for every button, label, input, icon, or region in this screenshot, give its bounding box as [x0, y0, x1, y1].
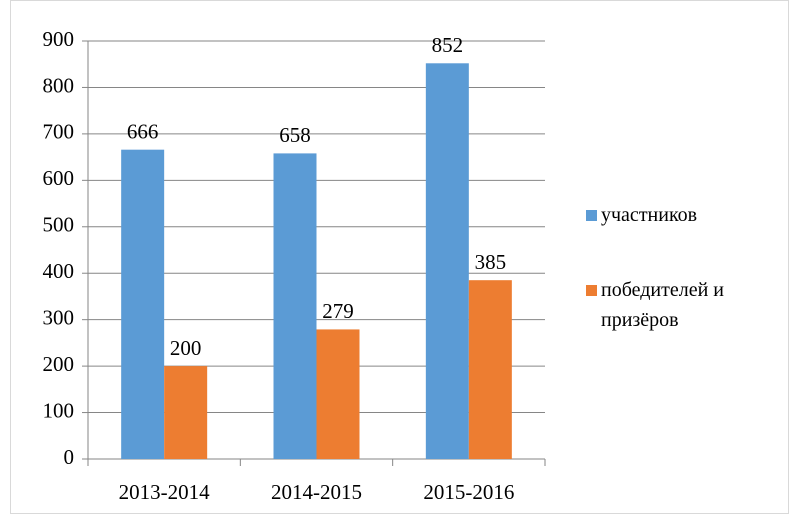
bar — [468, 280, 512, 459]
y-tick-label: 300 — [43, 305, 75, 329]
legend-label: победителей и призёров — [601, 279, 724, 331]
y-tick-label: 100 — [43, 398, 75, 422]
legend-swatch — [586, 285, 597, 296]
legend-swatch — [586, 210, 597, 221]
data-label: 385 — [475, 250, 507, 274]
bar — [273, 153, 317, 459]
legend-item: участников — [586, 200, 756, 230]
chart-frame — [10, 0, 789, 514]
bar — [164, 366, 208, 459]
x-tick-label: 2014-2015 — [271, 480, 362, 504]
bar — [425, 63, 469, 459]
data-label: 200 — [170, 336, 202, 360]
data-label: 279 — [322, 299, 354, 323]
legend-item: победителей и призёров — [586, 275, 756, 335]
x-tick-label: 2015-2016 — [423, 480, 514, 504]
y-tick-label: 800 — [43, 73, 75, 97]
y-tick-label: 600 — [43, 166, 75, 190]
legend-label: участников — [601, 204, 698, 226]
data-label: 666 — [127, 119, 159, 143]
y-tick-label: 900 — [43, 27, 75, 51]
data-label: 658 — [279, 123, 311, 147]
y-tick-label: 700 — [43, 120, 75, 144]
y-tick-label: 400 — [43, 259, 75, 283]
x-tick-label: 2013-2014 — [119, 480, 210, 504]
bar — [316, 329, 360, 459]
y-tick-label: 200 — [43, 352, 75, 376]
y-tick-label: 0 — [64, 445, 75, 469]
bar — [121, 149, 165, 459]
data-label: 852 — [432, 33, 464, 57]
y-tick-label: 500 — [43, 213, 75, 237]
